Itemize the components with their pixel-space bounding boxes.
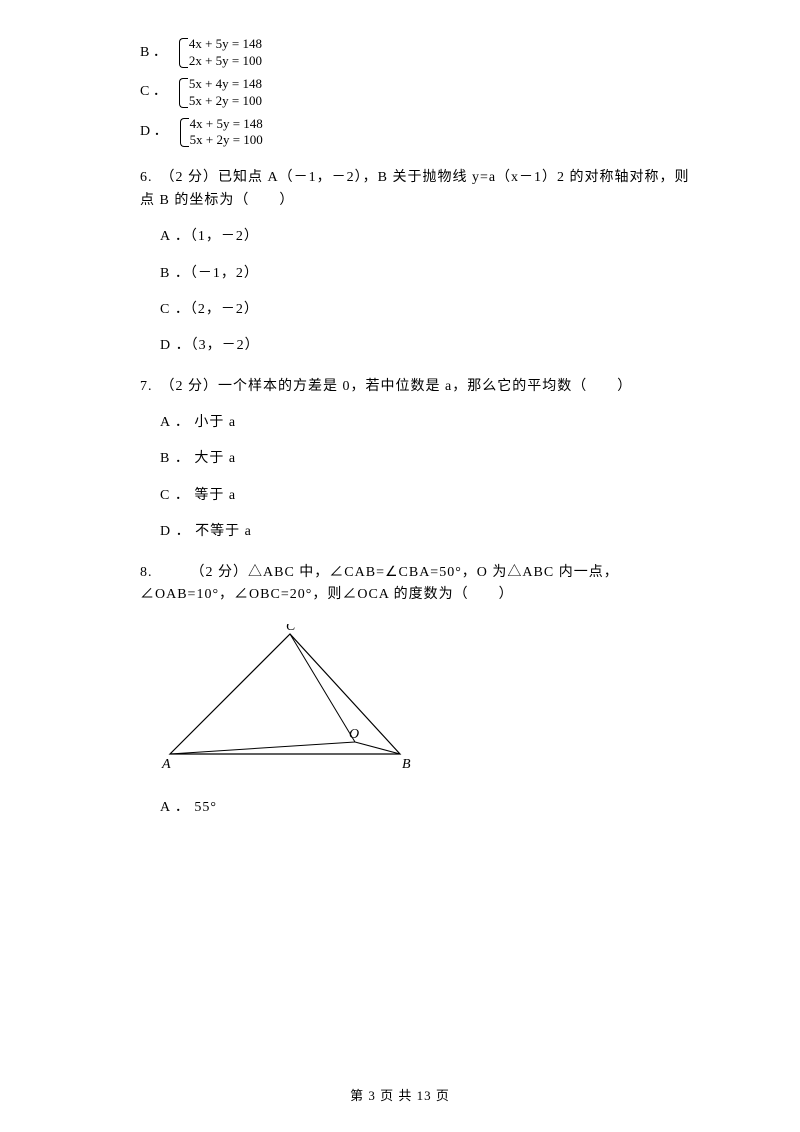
eq-line: 5x + 2y = 100 [190, 132, 263, 149]
line-co [290, 634, 355, 742]
triangle-figure: A B C O [160, 624, 700, 782]
q6-option-c: C ．（2，－2） [160, 299, 700, 321]
q8-option-a: A ． 55° [160, 797, 700, 819]
page-footer: 第 3 页 共 13 页 [0, 1085, 800, 1104]
option-label: D ． [140, 121, 168, 143]
line-ao [170, 742, 355, 754]
q7-option-c: C ． 等于 a [160, 485, 700, 507]
option-d-eq: D ． 4x + 5y = 148 5x + 2y = 100 [140, 116, 700, 150]
page-content: B ． 4x + 5y = 148 2x + 5y = 100 C ． 5x +… [0, 0, 800, 873]
eq-line: 2x + 5y = 100 [189, 53, 262, 70]
eq-line: 4x + 5y = 148 [190, 116, 263, 133]
q7-option-a: A ． 小于 a [160, 412, 700, 434]
option-label: B ． [140, 42, 167, 64]
label-a: A [161, 757, 171, 772]
triangle-abc [170, 634, 400, 754]
option-c-eq: C ． 5x + 4y = 148 5x + 2y = 100 [140, 76, 700, 110]
option-b-eq: B ． 4x + 5y = 148 2x + 5y = 100 [140, 36, 700, 70]
q6-option-b: B ．（－1，2） [160, 263, 700, 285]
option-label: C ． [140, 81, 167, 103]
equation-system: 5x + 4y = 148 5x + 2y = 100 [177, 76, 262, 110]
eq-line: 5x + 4y = 148 [189, 76, 262, 93]
label-b: B [402, 757, 411, 772]
label-c: C [286, 624, 296, 634]
line-bo [355, 742, 400, 754]
label-o: O [349, 727, 359, 742]
q7-option-d: D ． 不等于 a [160, 521, 700, 543]
eq-line: 5x + 2y = 100 [189, 93, 262, 110]
triangle-svg: A B C O [160, 624, 420, 774]
q6-option-a: A ．（1，－2） [160, 226, 700, 248]
question-6-text: 6. （2 分）已知点 A（－1，－2），B 关于抛物线 y=a（x－1）2 的… [140, 167, 700, 212]
equation-system: 4x + 5y = 148 2x + 5y = 100 [177, 36, 262, 70]
question-8-text: 8. （2 分）△ABC 中，∠CAB=∠CBA=50°，O 为△ABC 内一点… [140, 562, 700, 607]
q7-option-b: B ． 大于 a [160, 448, 700, 470]
equation-system: 4x + 5y = 148 5x + 2y = 100 [178, 116, 263, 150]
q6-option-d: D ．（3，－2） [160, 335, 700, 357]
eq-line: 4x + 5y = 148 [189, 36, 262, 53]
question-7-text: 7. （2 分）一个样本的方差是 0，若中位数是 a，那么它的平均数（ ） [140, 376, 700, 398]
